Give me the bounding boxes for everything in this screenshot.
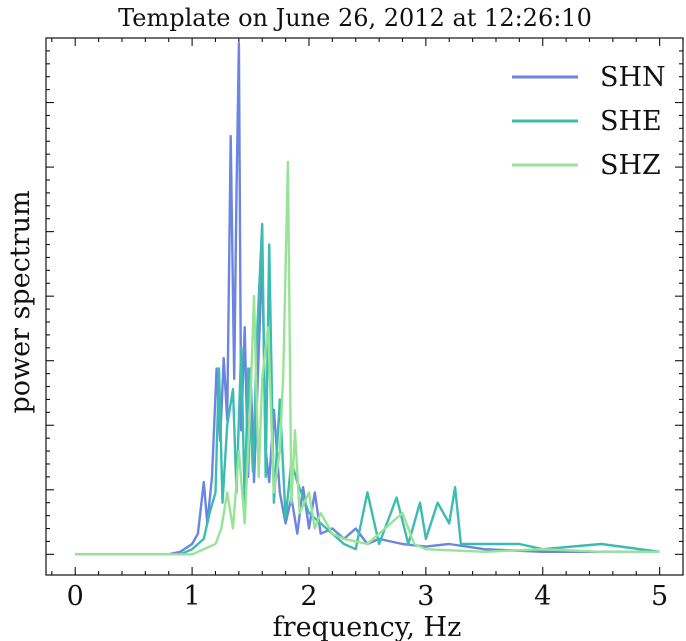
x-tick-label: 1 <box>184 581 201 612</box>
series-line-shz <box>75 160 660 556</box>
x-axis-label: frequency, Hz <box>273 612 462 641</box>
x-tick-label: 2 <box>300 581 317 612</box>
chart-title: Template on June 26, 2012 at 12:26:10 <box>118 4 592 32</box>
series-line-she <box>75 222 660 556</box>
x-tick-label: 4 <box>534 581 551 612</box>
x-tick-label: 3 <box>417 581 434 612</box>
series-group <box>75 42 660 556</box>
plot-area: 0 1 2 3 4 5 <box>45 37 684 612</box>
x-tick-label: 5 <box>651 581 668 612</box>
legend-label-shn: SHN <box>600 62 666 93</box>
legend: SHN SHE SHZ <box>512 62 666 181</box>
legend-label-she: SHE <box>600 106 662 137</box>
x-tick-label: 0 <box>67 581 84 612</box>
legend-label-shz: SHZ <box>600 150 661 181</box>
y-axis-label: power spectrum <box>5 190 36 413</box>
plot-frame <box>45 37 684 576</box>
